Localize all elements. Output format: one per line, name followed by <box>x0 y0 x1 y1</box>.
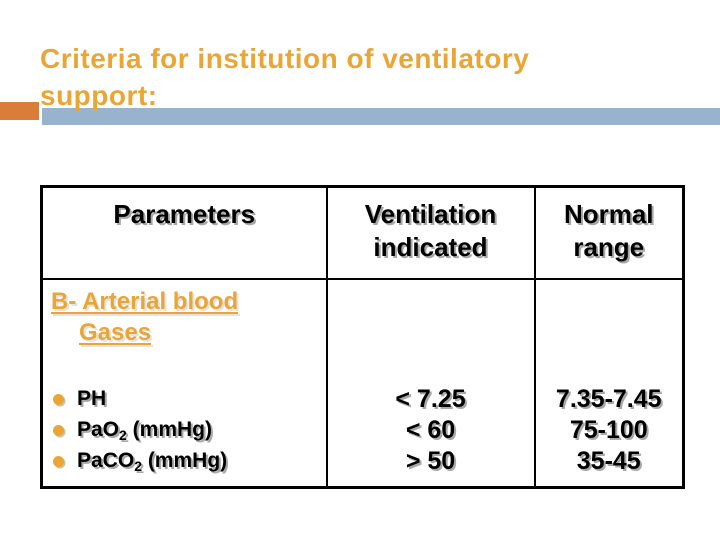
accent-square <box>0 102 39 120</box>
ventilation-value: > 50 <box>405 446 456 475</box>
slide-title-line1: Criteria for institution of ventilatory <box>40 43 530 74</box>
slide-title: Criteria for institution of ventilatory … <box>40 40 690 114</box>
table-header-row: Parameters Ventilation indicated Normal … <box>40 185 685 280</box>
param-pao2: PaO2 (mmHg) <box>77 418 212 443</box>
list-item: PaCO2 (mmHg) <box>51 446 322 477</box>
param-subscript: 2 <box>119 427 127 443</box>
section-line2: Gases <box>79 318 152 346</box>
ventilation-value: < 60 <box>405 415 456 444</box>
normal-range-value: 75-100 <box>569 415 648 444</box>
accent-bar <box>42 108 720 125</box>
normal-range-cell: 7.35-7.45 75-100 35-45 <box>536 280 683 485</box>
param-paco2: PaCO2 (mmHg) <box>77 449 228 474</box>
slide-title-line2: support: <box>40 80 158 111</box>
bullet-icon <box>53 455 64 467</box>
header-normal-range: Normal range <box>563 199 654 262</box>
list-item: PaO2 (mmHg) <box>51 415 322 446</box>
parameters-cell: B- Arterial blood Gases PH PaO2 (mmHg) P… <box>43 280 326 485</box>
normal-range-value: 7.35-7.45 <box>555 384 662 413</box>
normal-range-value: 35-45 <box>576 446 641 475</box>
section-line1: B- Arterial blood <box>51 287 239 315</box>
table-body-row: B- Arterial blood Gases PH PaO2 (mmHg) P… <box>40 277 685 489</box>
param-ph: PH <box>77 387 107 410</box>
ventilation-values-cell: < 7.25 < 60 > 50 <box>328 280 534 485</box>
ventilation-value: < 7.25 <box>395 384 466 413</box>
parameter-list: PH PaO2 (mmHg) PaCO2 (mmHg) <box>51 384 322 477</box>
criteria-table: Parameters Ventilation indicated Normal … <box>40 185 685 489</box>
section-header-arterial-blood-gases: B- Arterial blood Gases <box>51 286 322 348</box>
param-subscript: 2 <box>134 458 142 474</box>
bullet-icon <box>53 424 64 436</box>
bullet-icon <box>53 393 64 405</box>
list-item: PH <box>51 384 322 415</box>
header-ventilation-indicated: Ventilation indicated <box>364 199 497 262</box>
header-parameters: Parameters <box>113 199 256 229</box>
